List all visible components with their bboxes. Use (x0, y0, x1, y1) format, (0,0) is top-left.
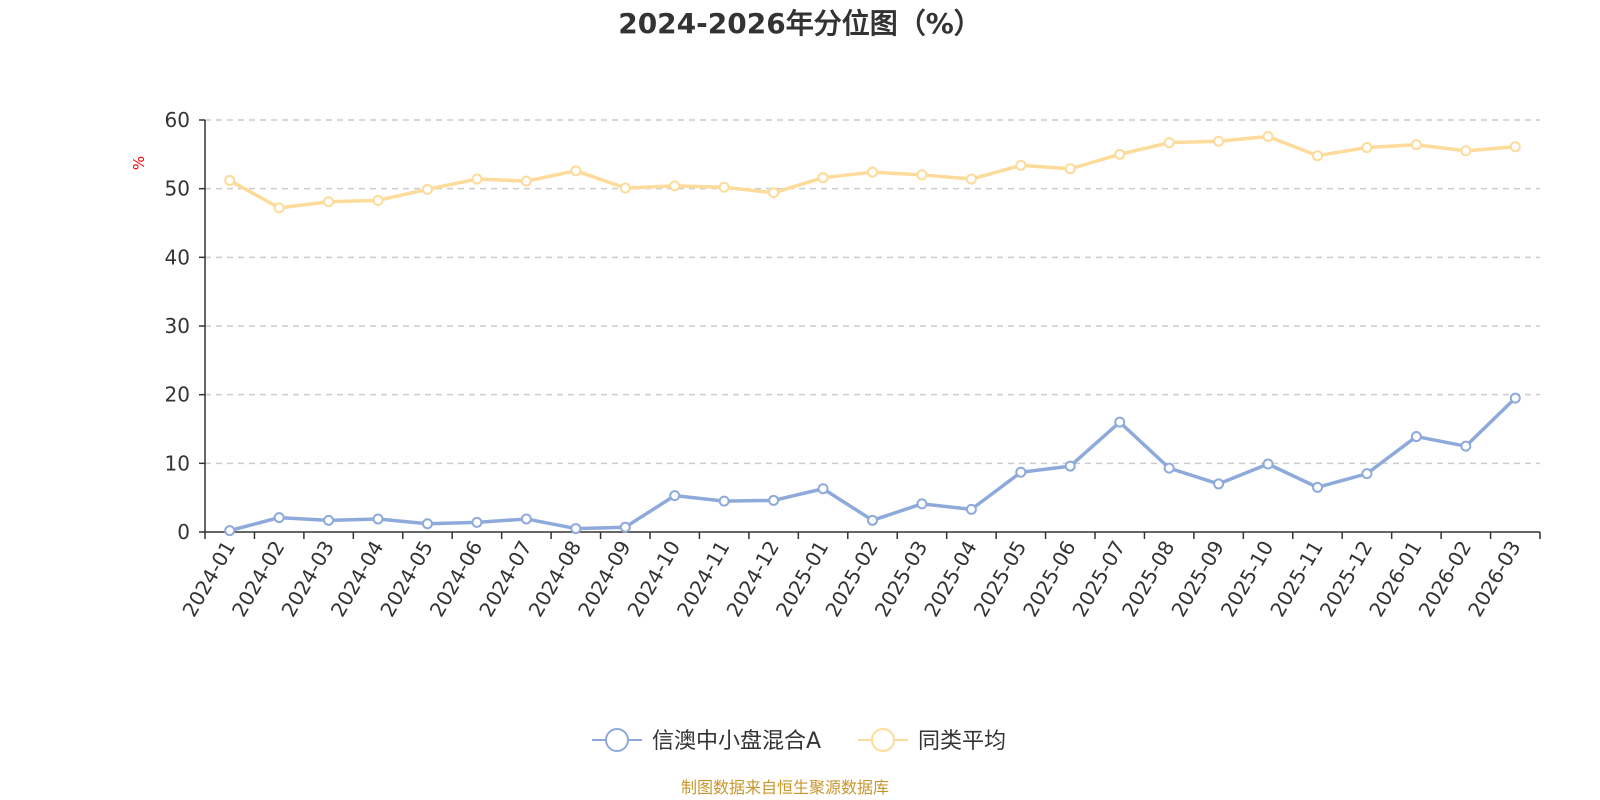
data-point[interactable] (1262, 458, 1274, 470)
data-point[interactable] (817, 172, 829, 184)
y-tick-label: 40 (165, 245, 190, 269)
axes: 01020304050602024-012024-022024-032024-0… (165, 108, 1541, 621)
data-point[interactable] (1460, 145, 1472, 157)
data-point[interactable] (1015, 466, 1027, 478)
data-point[interactable] (1064, 163, 1076, 175)
data-point[interactable] (273, 512, 285, 524)
legend-item-1[interactable]: 信澳中小盘混合A (592, 728, 821, 754)
data-point[interactable] (669, 490, 681, 502)
chart-title: 2024-2026年分位图（%） (618, 7, 982, 40)
data-point[interactable] (669, 180, 681, 192)
data-point[interactable] (224, 525, 236, 537)
y-tick-label: 30 (165, 314, 190, 338)
source-note: 制图数据来自恒生聚源数据库 (681, 778, 889, 797)
data-point[interactable] (1163, 137, 1175, 149)
legend-marker (871, 728, 895, 752)
data-point[interactable] (1460, 440, 1472, 452)
data-point[interactable] (1509, 141, 1521, 153)
data-point[interactable] (372, 194, 384, 206)
data-point[interactable] (619, 521, 631, 533)
y-tick-label: 20 (165, 383, 190, 407)
data-point[interactable] (224, 174, 236, 186)
data-point[interactable] (422, 518, 433, 530)
data-point[interactable] (1312, 150, 1323, 162)
data-point[interactable] (1312, 481, 1323, 493)
data-point[interactable] (718, 495, 730, 507)
data-point[interactable] (916, 169, 928, 181)
data-point[interactable] (718, 181, 730, 193)
data-point[interactable] (471, 173, 483, 185)
data-point[interactable] (1361, 468, 1373, 480)
data-point[interactable] (1361, 141, 1373, 153)
data-point[interactable] (1163, 462, 1175, 474)
legend-marker (605, 728, 629, 752)
data-point[interactable] (768, 494, 780, 506)
data-point[interactable] (471, 516, 483, 528)
y-tick-label: 60 (165, 108, 190, 132)
data-point[interactable] (323, 196, 335, 208)
data-point[interactable] (1509, 392, 1521, 404)
data-point[interactable] (1114, 148, 1126, 160)
data-point[interactable] (1015, 159, 1027, 171)
data-point[interactable] (867, 514, 878, 526)
series-1 (224, 392, 1521, 537)
series-group (224, 130, 1521, 537)
y-tick-label: 10 (165, 451, 190, 475)
legend[interactable]: 信澳中小盘混合A 同类平均 (592, 728, 1006, 754)
legend-label: 同类平均 (918, 729, 1006, 754)
y-tick-label: 50 (165, 177, 190, 201)
data-point[interactable] (619, 182, 631, 194)
data-point[interactable] (570, 165, 582, 177)
data-point[interactable] (1114, 416, 1126, 428)
data-point[interactable] (965, 503, 977, 515)
data-point[interactable] (422, 183, 433, 195)
data-point[interactable] (1410, 139, 1422, 151)
data-point[interactable] (520, 513, 532, 525)
legend-label: 信澳中小盘混合A (652, 729, 821, 754)
data-point[interactable] (372, 513, 384, 525)
data-point[interactable] (520, 175, 532, 187)
grid-lines (205, 119, 1540, 465)
data-point[interactable] (916, 498, 928, 510)
series-line (229, 396, 1517, 533)
data-point[interactable] (1410, 431, 1422, 443)
data-point[interactable] (1262, 130, 1274, 142)
legend-item-2[interactable]: 同类平均 (858, 728, 1006, 754)
y-axis-unit-label: % (130, 156, 148, 170)
data-point[interactable] (1213, 135, 1225, 147)
data-point[interactable] (965, 173, 977, 185)
data-point[interactable] (1213, 478, 1225, 490)
data-point[interactable] (768, 187, 780, 199)
series-2 (224, 130, 1521, 214)
data-point[interactable] (817, 483, 829, 495)
data-point[interactable] (323, 514, 335, 526)
data-point[interactable] (570, 523, 582, 535)
data-point[interactable] (867, 166, 878, 178)
data-point[interactable] (273, 202, 285, 214)
data-point[interactable] (1064, 460, 1076, 472)
y-tick-label: 0 (177, 520, 190, 544)
